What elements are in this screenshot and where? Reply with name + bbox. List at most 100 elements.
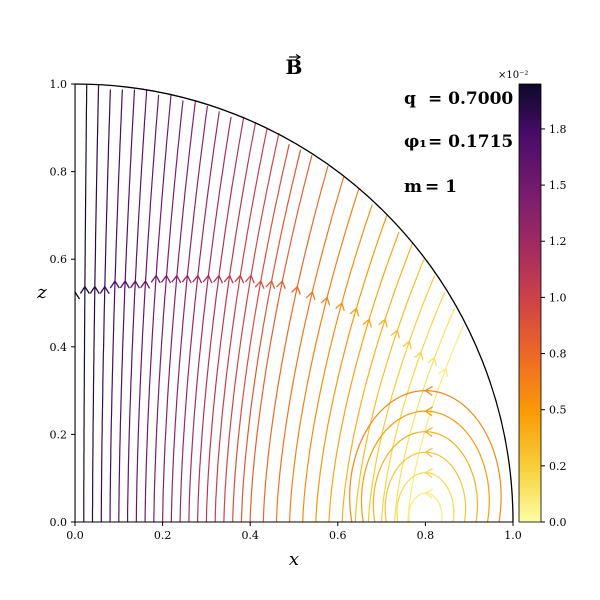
field-line (100, 89, 111, 522)
field-line (127, 89, 148, 522)
field-arrow (320, 296, 331, 306)
field-arrow (414, 351, 424, 361)
field-line (302, 204, 373, 522)
x-tick-label: 0.0 (66, 529, 84, 542)
y-tick-label: 1.0 (50, 78, 68, 91)
svg-text:φ₁: φ₁ (404, 132, 427, 152)
colorbar-tick-label: 0.8 (549, 348, 567, 361)
field-arrow (362, 318, 373, 328)
field-arrow (244, 274, 255, 284)
colorbar (518, 83, 542, 523)
boundary-arc (74, 83, 514, 523)
field-arrow (424, 385, 433, 396)
vector-arrow-icon (289, 53, 302, 61)
colorbar-tick-label: 1.2 (549, 235, 567, 248)
y-tick-label: 0.6 (50, 253, 68, 266)
annotation-q: q = 0.7000 (404, 89, 513, 109)
colorbar-tick-label: 0.2 (549, 460, 567, 473)
field-arrow (291, 285, 301, 295)
field-arrow (181, 274, 192, 284)
field-line (153, 100, 184, 522)
svg-text:= 0.1715: = 0.1715 (428, 132, 513, 152)
field-line (408, 492, 443, 522)
field-line (262, 165, 329, 522)
field-arrow (140, 279, 151, 289)
field-arrow (424, 467, 433, 479)
field-arrow (99, 285, 110, 295)
field-line (275, 176, 345, 522)
y-ticks: 0.0 0.2 0.4 0.6 0.8 1.0 (50, 78, 75, 529)
colorbar-tick-label: 0.0 (549, 516, 567, 529)
x-tick-label: 0.8 (417, 529, 435, 542)
field-arrow (265, 279, 276, 290)
x-tick-label: 0.6 (329, 529, 347, 542)
field-line (367, 275, 436, 522)
x-tick-label: 0.2 (154, 529, 172, 542)
field-line (394, 308, 456, 522)
field-arrow (192, 274, 203, 284)
field-line (396, 472, 455, 522)
y-tick-label: 0.2 (50, 428, 68, 441)
field-line (232, 144, 290, 522)
field-line (249, 155, 313, 522)
field-line (289, 187, 360, 522)
field-line (381, 291, 446, 522)
field-line (372, 431, 479, 522)
field-arrow (79, 285, 90, 294)
colorbar-exponent: ×10⁻² (498, 70, 528, 81)
field-arrow (150, 274, 161, 284)
y-axis-label: z (36, 282, 47, 303)
field-arrow (234, 274, 245, 284)
field-arrow (402, 340, 412, 350)
field-arrow (223, 274, 234, 284)
field-line (407, 324, 465, 522)
colorbar-tick-label: 1.5 (549, 179, 567, 192)
x-axis-label: x (289, 549, 299, 570)
field-line (162, 100, 197, 522)
field-arrow (438, 367, 449, 377)
x-tick-label: 0.4 (241, 529, 259, 542)
field-arrow (171, 274, 182, 284)
field-line (188, 116, 232, 522)
field-line (240, 149, 302, 522)
x-ticks: 0.0 0.2 0.4 0.6 0.8 1.0 (66, 522, 522, 542)
colorbar-tick-label: 1.8 (549, 123, 567, 136)
colorbar-tick-label: 1.0 (549, 291, 567, 304)
field-line (91, 84, 100, 522)
field-arrow (109, 279, 120, 289)
field-arrow (378, 318, 388, 328)
field-arrow (424, 488, 433, 499)
field-arrow (213, 274, 224, 284)
svg-text:= 1: = 1 (425, 177, 457, 197)
field-arrow (424, 447, 433, 458)
field-line (83, 84, 88, 522)
field-arrow (75, 290, 81, 300)
y-tick-label: 0.4 (50, 341, 68, 354)
field-line (349, 389, 502, 522)
field-line (197, 116, 245, 522)
field-line (341, 242, 414, 522)
annotation-m: m = 1 (404, 177, 457, 197)
field-arrow (89, 285, 100, 294)
y-tick-label: 0.0 (50, 516, 68, 529)
svg-text:= 0.7000: = 0.7000 (428, 89, 513, 109)
field-line (205, 122, 257, 522)
field-arrow (424, 406, 433, 417)
chart-title: B (286, 55, 303, 79)
x-tick-label: 1.0 (504, 529, 522, 542)
field-arrow (305, 290, 316, 301)
field-arrow (335, 301, 345, 312)
field-line (315, 215, 388, 522)
field-arrow (276, 279, 286, 290)
field-line (135, 94, 160, 522)
field-line (118, 89, 136, 522)
field-line (144, 94, 172, 522)
field-line (328, 231, 400, 522)
field-arrow (427, 356, 437, 367)
field-line (214, 127, 268, 522)
field-arrow (254, 279, 265, 290)
field-arrow (160, 274, 172, 284)
y-tick-label: 0.8 (50, 166, 68, 179)
field-arrow (119, 279, 130, 289)
